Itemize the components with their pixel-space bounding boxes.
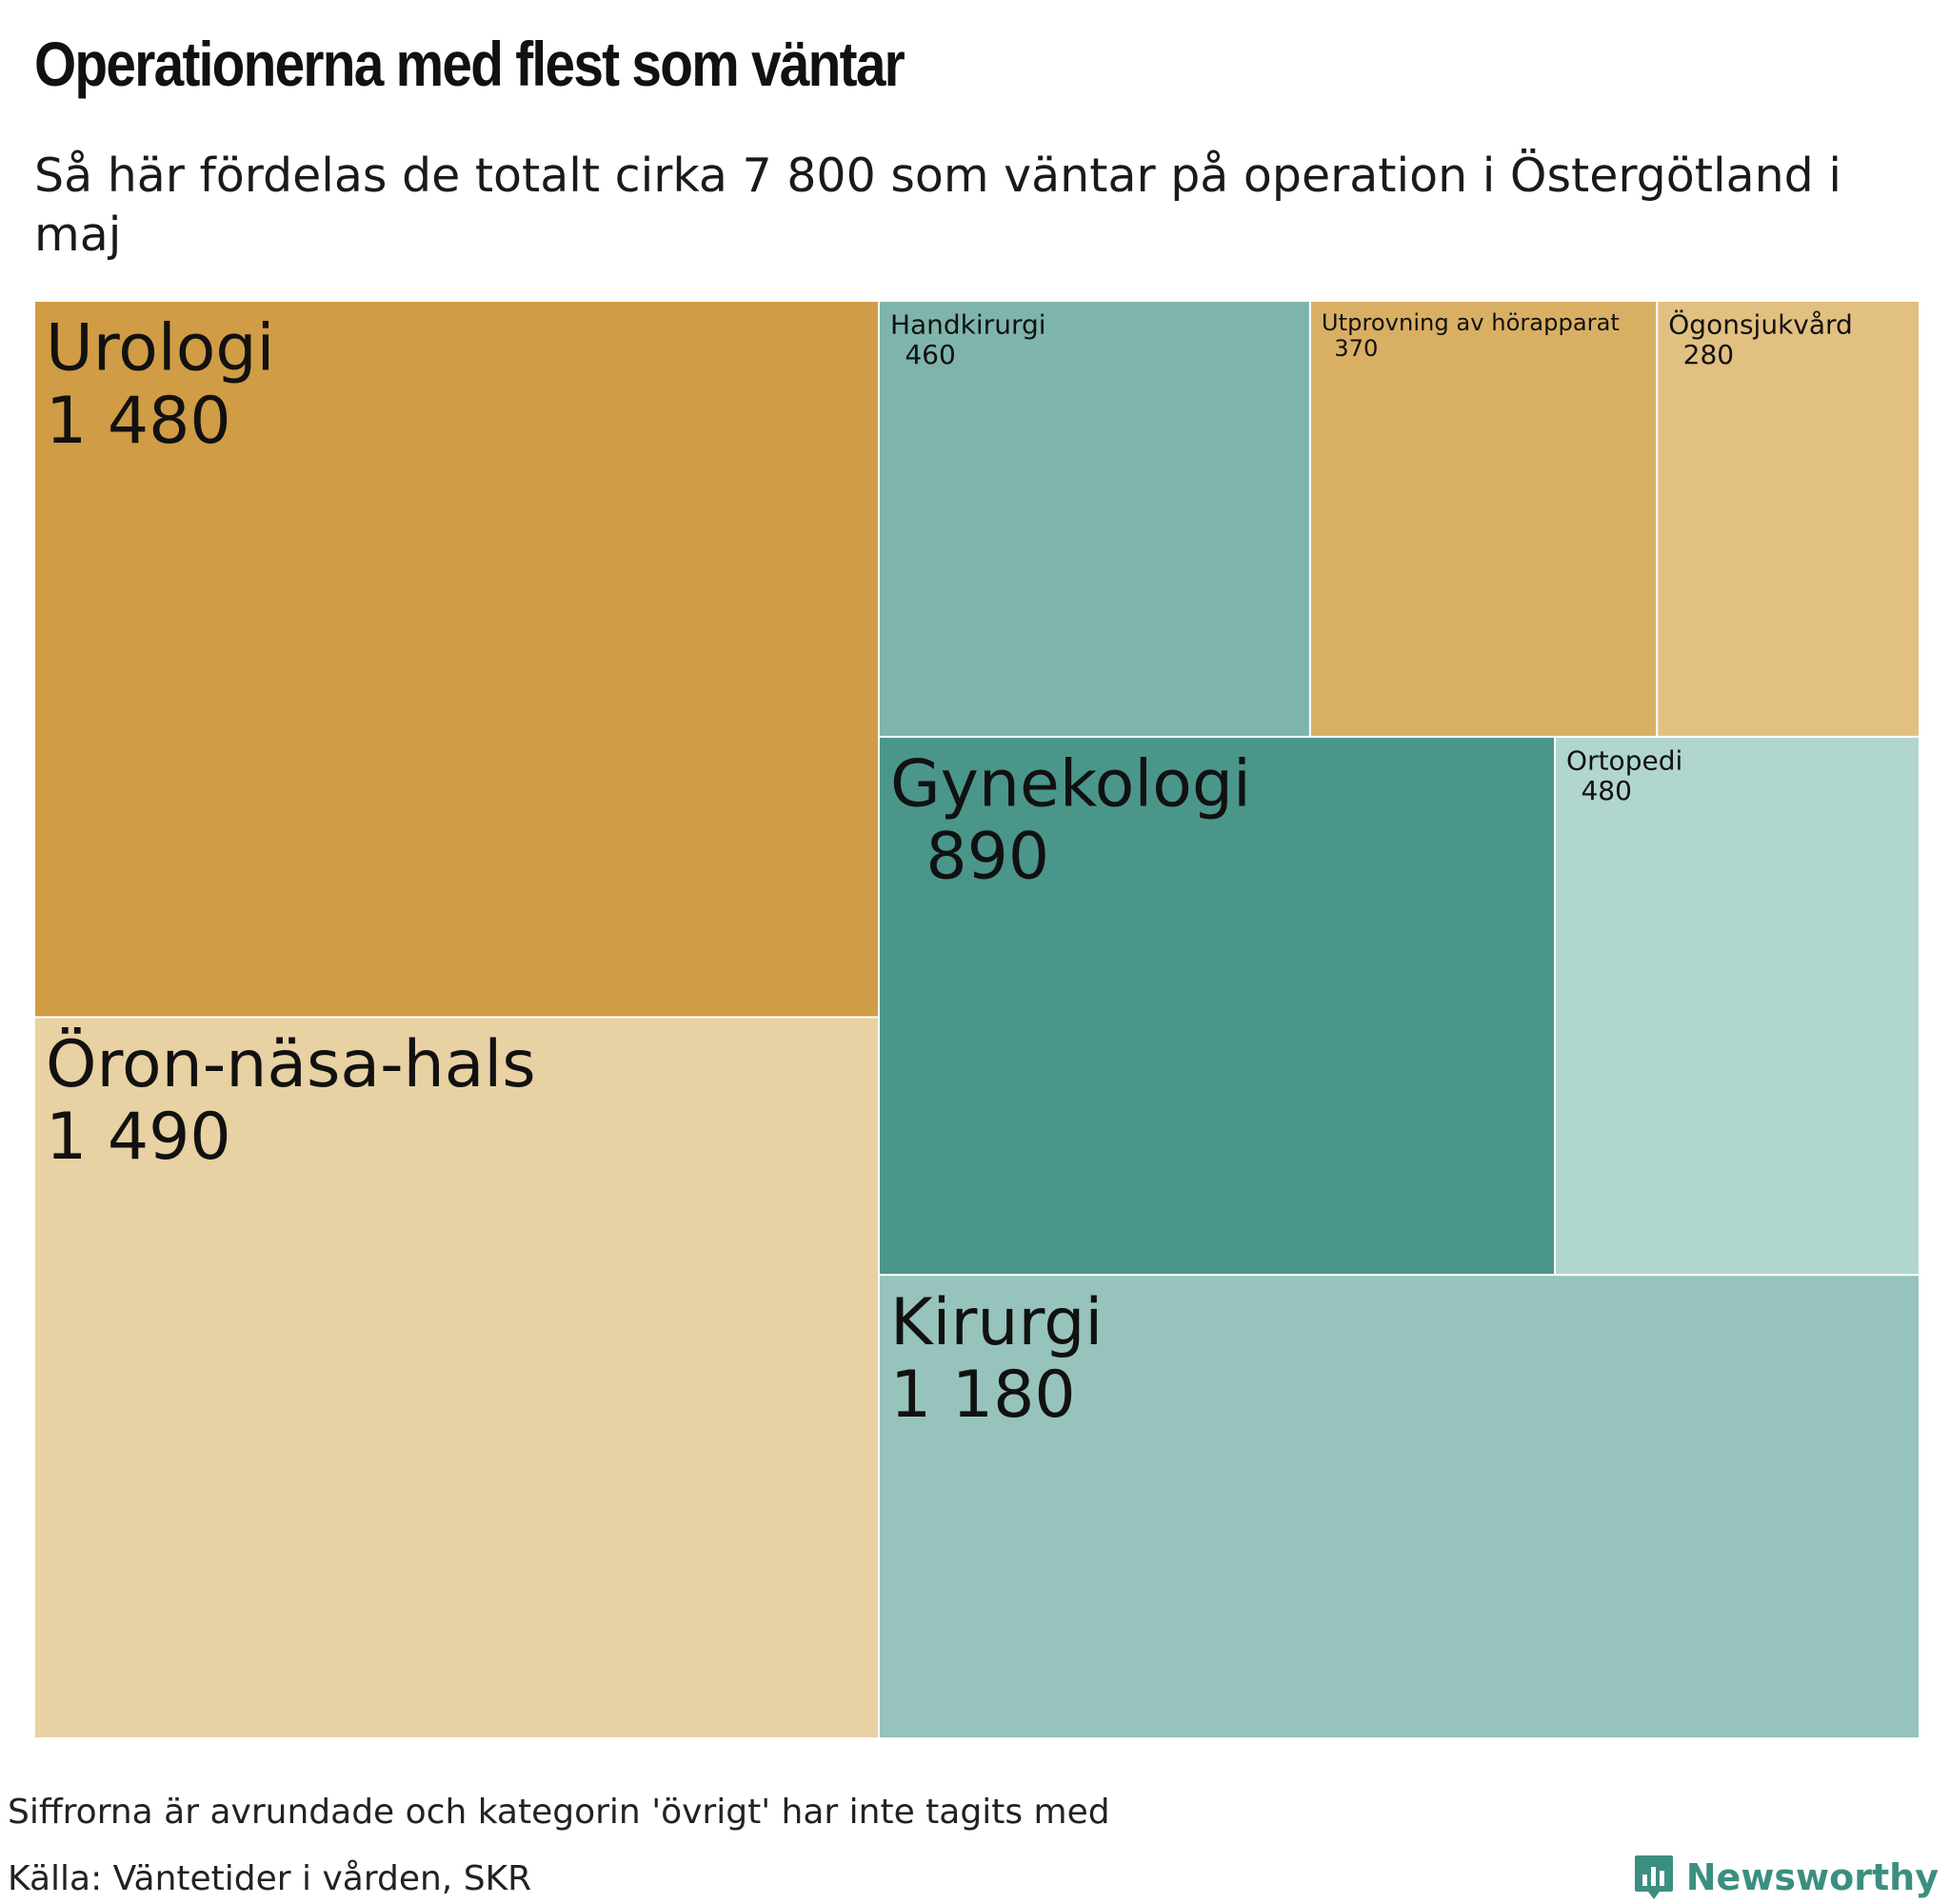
- brand-name: Newsworthy: [1685, 1856, 1939, 1898]
- treemap-rect-oron-nasa-hals: [33, 1016, 880, 1739]
- treemap-label-gynekologi: Gynekologi: [890, 747, 1251, 823]
- treemap-value-ortopedi: 480: [1581, 775, 1631, 806]
- treemap-rect-handkirurgi: [877, 300, 1311, 738]
- treemap-label-kirurgi: Kirurgi: [890, 1285, 1103, 1360]
- treemap-value-urologi: 1 480: [46, 384, 231, 459]
- brand-logo: Newsworthy: [1633, 1852, 1939, 1903]
- treemap-value-handkirurgi: 460: [905, 339, 955, 370]
- treemap-label-utprovning-av-horapparat: Utprovning av hörapparat: [1322, 309, 1620, 336]
- treemap-rect-ortopedi: [1554, 735, 1921, 1277]
- treemap-rect-utprovning-av-horapparat: [1308, 300, 1659, 738]
- chart-title: Operationerna med flest som väntar: [34, 29, 905, 99]
- treemap-label-oron-nasa-hals: Öron-näsa-hals: [46, 1027, 536, 1102]
- treemap-label-handkirurgi: Handkirurgi: [890, 309, 1046, 341]
- treemap-label-ortopedi: Ortopedi: [1566, 745, 1682, 777]
- treemap-value-ogonsjukvard: 280: [1683, 339, 1734, 370]
- treemap-rect-kirurgi: [877, 1274, 1920, 1740]
- treemap-label-ogonsjukvard: Ögonsjukvård: [1668, 308, 1853, 341]
- treemap-value-gynekologi: 890: [925, 820, 1049, 895]
- treemap-rect-ogonsjukvard: [1656, 300, 1920, 738]
- treemap-value-kirurgi: 1 180: [890, 1358, 1076, 1433]
- footnote: Siffrorna är avrundade och kategorin 'öv…: [8, 1793, 1110, 1832]
- treemap-rect-gynekologi: [877, 735, 1557, 1277]
- treemap-label-urologi: Urologi: [46, 311, 274, 387]
- treemap-value-oron-nasa-hals: 1 490: [46, 1100, 231, 1175]
- source-note: Källa: Väntetider i vården, SKR: [8, 1859, 532, 1898]
- bar-chart-speech-bubble-icon: [1634, 1855, 1673, 1899]
- chart-subtitle: Så här fördelas de totalt cirka 7 800 so…: [34, 149, 1841, 262]
- treemap-rect-urologi: [33, 300, 880, 1019]
- treemap-value-utprovning-av-horapparat: 370: [1334, 335, 1378, 362]
